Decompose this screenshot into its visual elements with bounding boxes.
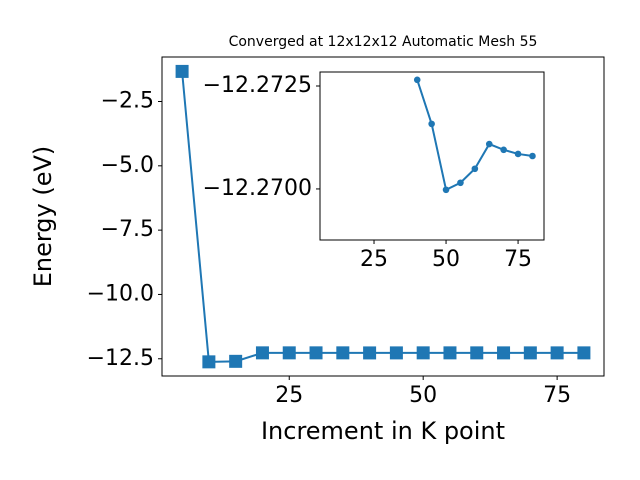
marker [255,346,269,360]
marker [523,346,537,360]
marker [470,346,484,360]
marker [428,120,435,128]
marker [363,346,377,360]
y-tick-label: −12.5 [87,346,154,371]
marker [514,150,522,158]
marker [309,346,323,360]
y-axis-label: Energy (eV) [29,146,57,288]
marker [229,354,243,368]
marker [389,346,403,360]
x-tick-label: 50 [432,247,460,272]
y-tick-label: −10.0 [87,281,154,306]
marker [457,179,464,187]
marker [202,355,216,369]
marker [336,346,350,360]
x-tick-label: 75 [504,247,532,272]
y-tick-label: −12.2725 [203,73,312,98]
marker [413,76,421,84]
series-line [181,71,584,363]
marker [577,346,591,360]
x-tick-label: 25 [360,247,388,272]
marker [485,140,493,148]
marker [416,346,430,360]
y-tick-label: −5.0 [101,153,154,178]
marker [175,64,189,78]
marker [442,186,450,194]
marker [282,346,296,360]
y-tick-label: −12.2700 [203,176,312,201]
y-tick-label: −7.5 [101,217,154,242]
x-tick-label: 50 [409,383,437,408]
plot-area [319,71,545,241]
x-tick-label: 25 [275,383,303,408]
y-tick-label: −2.5 [101,89,154,114]
x-axis-label: Increment in K point [261,417,505,445]
marker [500,146,507,154]
marker [550,346,564,360]
marker [529,152,536,160]
chart-title: Converged at 12x12x12 Automatic Mesh 55 [229,34,538,50]
marker [471,165,479,173]
marker [443,346,457,360]
x-tick-label: 75 [543,383,571,408]
marker [497,346,511,360]
